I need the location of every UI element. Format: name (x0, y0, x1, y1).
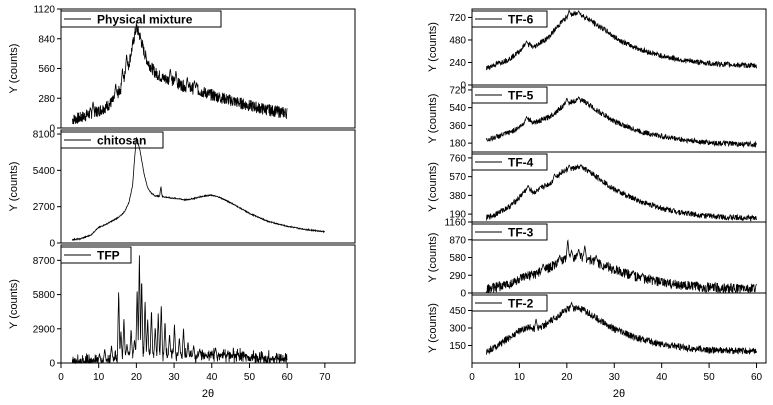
x-tick-label: 40 (656, 372, 668, 383)
left-x-axis: 0 10 20 30 40 50 60 70 (58, 363, 331, 383)
y-tick-label: 1160 (444, 218, 466, 229)
y-tick-label: 0 (49, 124, 55, 135)
y-tick-label: 0 (49, 359, 55, 370)
y-axis-label: Y (counts) (8, 162, 20, 212)
y-tick-label: 190 (449, 210, 466, 221)
panel-tf-6: 0 240 480 720 Y (counts) TF-6 (427, 8, 767, 92)
legend-label: Physical mixture (97, 13, 193, 27)
y-tick-label: 1120 (33, 5, 55, 16)
legend-box (471, 10, 548, 28)
x-tick-label: 30 (169, 372, 181, 383)
right-x-axis-label: 2θ (613, 388, 625, 400)
y-tick-label: 5400 (33, 166, 56, 177)
y-tick-label: 290 (449, 271, 466, 282)
y-tick-label: 5800 (33, 290, 56, 301)
x-tick-label: 20 (561, 372, 573, 383)
left-x-axis-label: 2θ (202, 388, 214, 400)
legend-label: chitosan (97, 134, 146, 148)
y-tick-label: 240 (449, 58, 466, 69)
legend-box (471, 153, 548, 171)
y-tick-label: 0 (49, 239, 55, 250)
y-tick-label: 870 (449, 235, 466, 246)
plot-frame (60, 129, 356, 244)
y-tick-label: 580 (449, 253, 466, 264)
panel-tf-5: 180 360 540 720 Y (counts) TF-5 (427, 84, 767, 153)
y-tick-label: 480 (449, 35, 466, 46)
y-tick-label: 0 (460, 289, 466, 300)
legend-label: TF-2 (508, 297, 534, 311)
xrd-series-line (71, 22, 288, 125)
x-tick-label: 60 (282, 372, 294, 383)
panel-tf-3: 0 290 580 870 1160 Y (counts) TF-3 (427, 218, 767, 300)
y-axis-label: Y (counts) (427, 303, 439, 353)
legend-box (471, 86, 548, 104)
legend-box (60, 131, 164, 149)
xrd-series-line (485, 301, 757, 355)
x-tick-label: 40 (206, 372, 218, 383)
y-tick-label: 720 (449, 13, 466, 24)
legend-label: TF-4 (508, 156, 534, 170)
x-tick-label: 60 (751, 372, 763, 383)
y-tick-label: 380 (449, 191, 466, 202)
y-tick-label: 8100 (33, 130, 56, 141)
y-tick-label: 840 (38, 34, 55, 45)
y-axis-label: Y (counts) (8, 44, 20, 94)
left-column: 0 280 560 840 1120 Y (counts) Physical mixture… (8, 5, 356, 383)
panel-physical-mixture: 0 280 560 840 1120 Y (counts) Physical mixture (8, 5, 356, 135)
y-tick-label: 8700 (33, 256, 56, 267)
x-tick-label: 70 (319, 372, 331, 383)
y-tick-label: 360 (449, 121, 466, 132)
panel-tfp: 0 2900 5800 8700 Y (counts) TFP (8, 244, 356, 370)
legend-box (471, 223, 548, 241)
y-tick-label: 0 (460, 81, 466, 92)
x-tick-label: 30 (609, 372, 621, 383)
y-tick-label: 180 (449, 139, 466, 150)
y-tick-label: 540 (449, 103, 466, 114)
y-tick-label: 560 (38, 64, 55, 75)
xrd-series-line (485, 9, 757, 71)
xrd-series-line (485, 163, 757, 222)
right-column: 0 240 480 720 Y (counts) TF-6 180 360 540 720 Y (c… (427, 8, 767, 383)
right-x-axis: 0 10 20 30 40 50 60 (469, 363, 763, 383)
legend-label: TF-6 (508, 13, 534, 27)
panel-chitosan: 0 2700 5400 8100 Y (counts) chitosan (8, 129, 356, 250)
x-tick-label: 0 (469, 372, 475, 383)
y-axis-label: Y (counts) (8, 279, 20, 329)
x-tick-label: 50 (244, 372, 256, 383)
xrd-series-line (71, 137, 325, 242)
y-tick-label: 720 (449, 85, 466, 96)
x-tick-label: 0 (58, 372, 64, 383)
x-tick-label: 50 (704, 372, 716, 383)
y-tick-label: 570 (449, 172, 466, 183)
y-tick-label: 450 (449, 306, 466, 317)
xrd-series-line (71, 255, 288, 365)
xrd-series-line (485, 239, 757, 294)
y-axis-label: Y (counts) (427, 22, 439, 72)
plot-frame (60, 244, 356, 364)
y-tick-label: 760 (449, 153, 466, 164)
y-tick-label: 2700 (33, 202, 56, 213)
legend-label: TFP (97, 249, 120, 263)
panel-tf-2: 150 300 450 Y (counts) TF-2 (427, 292, 767, 364)
x-tick-label: 20 (131, 372, 143, 383)
y-tick-label: 280 (38, 94, 55, 105)
y-tick-label: 2900 (33, 324, 56, 335)
x-tick-label: 10 (514, 372, 526, 383)
legend-label: TF-5 (508, 89, 534, 103)
x-tick-label: 10 (93, 372, 105, 383)
y-axis-label: Y (counts) (427, 94, 439, 144)
legend-box (60, 246, 132, 264)
y-tick-label: 150 (449, 341, 466, 352)
panel-tf-4: 190 380 570 760 Y (counts) TF-4 (427, 151, 767, 223)
legend-box (471, 294, 548, 312)
y-axis-label: Y (counts) (427, 162, 439, 212)
y-axis-label: Y (counts) (427, 233, 439, 283)
y-tick-label: 300 (449, 324, 466, 335)
legend-box (60, 10, 222, 28)
xrd-series-line (486, 95, 757, 149)
legend-label: TF-3 (508, 226, 534, 240)
